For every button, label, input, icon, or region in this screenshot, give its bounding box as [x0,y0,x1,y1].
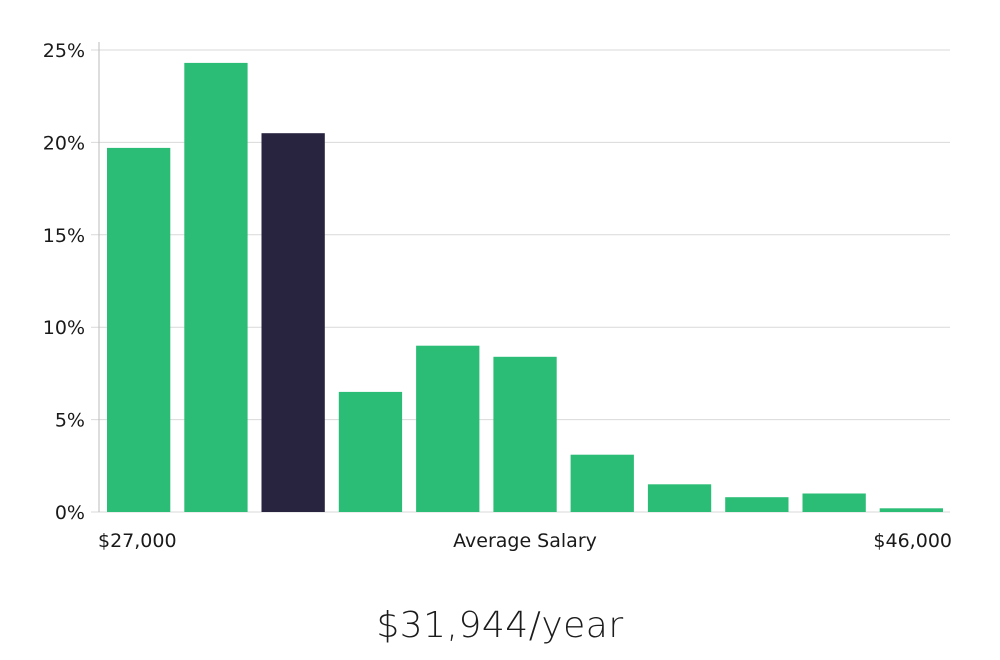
y-tick-label: 15% [43,225,85,247]
bar [416,345,480,512]
bar [107,147,171,512]
x-max-label: $46,000 [873,530,952,552]
salary-distribution-chart: 0%5%10%15%20%25% $27,000 Average Salary … [43,40,952,552]
bars [107,62,943,513]
bar [647,484,712,512]
y-axis-ticks: 0% 5% 10% 15% 20% 25% [43,40,85,524]
y-tick-label: 10% [43,317,85,339]
y-tick-label: 25% [43,40,85,62]
bar [184,62,248,513]
bar [570,454,634,512]
average-salary-value: $31,944/year [376,605,624,646]
x-axis-title: Average Salary [453,530,597,552]
y-tick-label: 0% [55,502,85,524]
bar [802,493,866,512]
y-tick-label: 20% [43,132,85,154]
y-tick-label: 5% [55,410,85,432]
bar [338,391,403,512]
bar [879,508,943,512]
bar [493,356,557,512]
bar-highlighted [261,133,325,512]
x-min-label: $27,000 [98,530,177,552]
bar [725,497,789,512]
